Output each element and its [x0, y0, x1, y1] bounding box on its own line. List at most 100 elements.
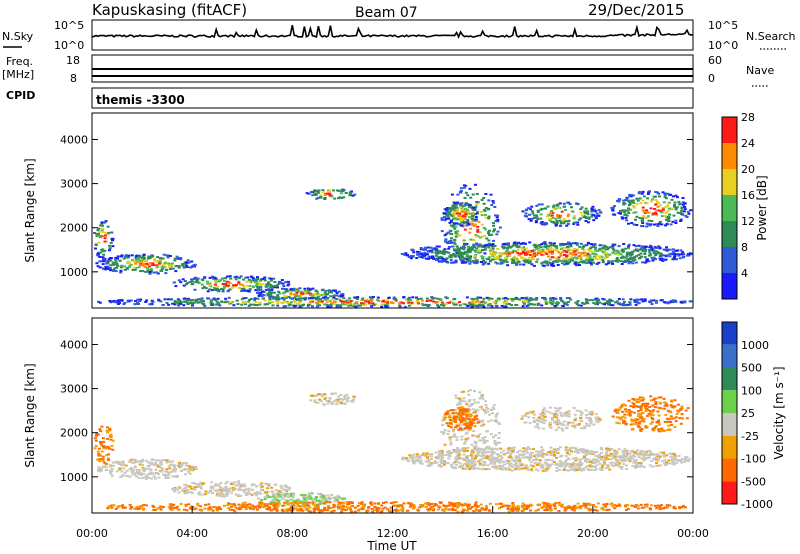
echo-cell	[460, 391, 464, 394]
echo-cell	[567, 462, 571, 465]
echo-cell	[122, 467, 126, 470]
echo-cell	[471, 218, 475, 221]
echo-cell	[535, 254, 539, 256]
echo-cell	[636, 250, 640, 252]
echo-cell	[287, 486, 291, 489]
echo-cell	[270, 291, 274, 294]
echo-cell	[360, 302, 363, 305]
echo-cell	[134, 472, 138, 474]
echo-cell	[202, 303, 206, 306]
echo-cell	[175, 301, 179, 304]
echo-cell	[272, 501, 276, 504]
echo-cell	[228, 282, 232, 285]
echo-cell	[134, 300, 137, 303]
echo-cell	[681, 197, 685, 199]
echo-cell	[127, 260, 131, 263]
echo-cell	[516, 465, 520, 468]
echo-cell	[221, 283, 225, 285]
echo-cell	[573, 465, 577, 468]
echo-cell	[638, 465, 642, 468]
echo-cell	[640, 255, 643, 258]
echo-cell	[311, 287, 315, 290]
echo-cell	[365, 298, 369, 301]
echo-cell	[567, 213, 571, 216]
echo-cell	[527, 458, 531, 461]
echo-cell	[511, 251, 515, 254]
echo-cell	[116, 303, 120, 305]
echo-cell	[630, 199, 634, 202]
echo-cell	[149, 268, 153, 271]
echo-cell	[217, 484, 221, 487]
echo-cell	[641, 217, 645, 220]
echo-cell	[404, 457, 408, 460]
echo-cell	[135, 468, 139, 471]
echo-cell	[514, 250, 517, 253]
echo-cell	[466, 390, 470, 393]
echo-cell	[287, 280, 290, 283]
echo-cell	[678, 257, 682, 260]
echo-cell	[139, 472, 143, 475]
echo-cell	[421, 256, 425, 259]
echo-cell	[319, 393, 323, 396]
echo-cell	[483, 455, 487, 458]
colorbar-tick-label: 8	[741, 241, 748, 254]
echo-cell	[213, 298, 217, 301]
echo-cell	[165, 468, 169, 471]
echo-cell	[476, 230, 480, 233]
echo-cell	[533, 252, 536, 255]
echo-cell	[136, 255, 140, 258]
echo-cell	[665, 223, 669, 226]
echo-cell	[518, 457, 522, 460]
echo-cell	[184, 484, 188, 486]
echo-cell	[167, 473, 171, 476]
echo-cell	[438, 450, 442, 453]
echo-cell	[462, 239, 466, 242]
echo-cell	[452, 449, 456, 451]
echo-cell	[467, 205, 471, 208]
echo-cell	[192, 481, 196, 484]
echo-cell	[156, 464, 160, 466]
echo-cell	[320, 498, 324, 501]
echo-cell	[263, 498, 267, 501]
echo-cell	[253, 297, 257, 300]
echo-cell	[599, 244, 603, 247]
echo-cell	[470, 451, 474, 454]
echo-cell	[451, 409, 455, 412]
echo-cell	[97, 231, 101, 234]
echo-cell	[258, 284, 262, 286]
echo-cell	[109, 464, 113, 467]
echo-cell	[471, 260, 475, 262]
echo-cell	[145, 267, 149, 270]
echo-cell	[142, 469, 146, 472]
echo-cell	[331, 298, 335, 301]
echo-cell	[564, 459, 568, 462]
echo-cell	[503, 463, 507, 466]
echo-cell	[177, 485, 181, 488]
echo-cell	[461, 215, 465, 218]
echo-cell	[577, 464, 581, 467]
echo-cell	[541, 296, 544, 299]
echo-cell	[463, 442, 466, 445]
echo-cell	[142, 258, 145, 261]
echo-cell	[468, 262, 472, 265]
echo-cell	[316, 302, 320, 305]
echo-cell	[494, 414, 498, 417]
echo-cell	[636, 452, 640, 455]
echo-cell	[648, 456, 651, 459]
echo-cell	[240, 290, 244, 292]
echo-cell	[516, 248, 520, 251]
echo-cell	[269, 284, 273, 287]
echo-cell	[657, 202, 660, 204]
echo-cell	[675, 249, 679, 252]
echo-cell	[490, 450, 494, 453]
echo-cell	[93, 437, 97, 440]
echo-cell	[260, 485, 264, 488]
echo-cell	[331, 289, 335, 292]
echo-cell	[561, 462, 565, 465]
echo-cell	[585, 452, 589, 455]
echo-cell	[98, 266, 102, 269]
echo-cell	[670, 198, 674, 201]
echo-cell	[685, 459, 688, 462]
echo-cell	[108, 244, 112, 247]
echo-cell	[578, 264, 581, 266]
